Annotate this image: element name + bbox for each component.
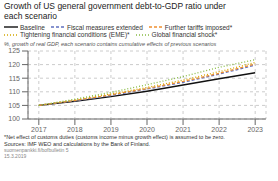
svg-text:2017: 2017 <box>31 126 47 133</box>
html-text:Growth of US general governmen: Growth of US general government debt-to-… <box>4 1 226 21</box>
html-text:*Net effect of customs duties: *Net effect of customs duties (customs i… <box>4 134 225 147</box>
html-text:Baseline: Baseline <box>20 23 45 31</box>
svg-text:100: 100 <box>8 116 20 123</box>
html-text:%, growth of real GDP, each sc: %, growth of real GDP, each scenario con… <box>4 41 217 48</box>
html-text:Tightening financial condition: Tightening financial conditions (EME)* <box>20 31 130 39</box>
html-text:suomenpankki.fi/bofbulletin 5: suomenpankki.fi/bofbulletin 5 15.3.2019 <box>4 147 69 159</box>
svg-text:105: 105 <box>8 102 20 109</box>
html-text:Fiscal measures extended: Fiscal measures extended <box>66 23 143 31</box>
svg-text:2021: 2021 <box>175 126 191 133</box>
svg-text:120: 120 <box>8 62 20 69</box>
svg-text:115: 115 <box>9 75 20 82</box>
svg-text:125: 125 <box>8 48 20 55</box>
svg-text:2019: 2019 <box>103 126 119 133</box>
svg-text:110: 110 <box>9 89 20 96</box>
svg-text:2020: 2020 <box>139 126 155 133</box>
svg-text:2023: 2023 <box>247 126 263 133</box>
html-text:Global financial shock*: Global financial shock* <box>151 31 218 39</box>
svg-text:2022: 2022 <box>211 126 227 133</box>
svg-text:2018: 2018 <box>67 126 83 133</box>
html-text:Further tariffs imposed*: Further tariffs imposed* <box>164 23 233 31</box>
